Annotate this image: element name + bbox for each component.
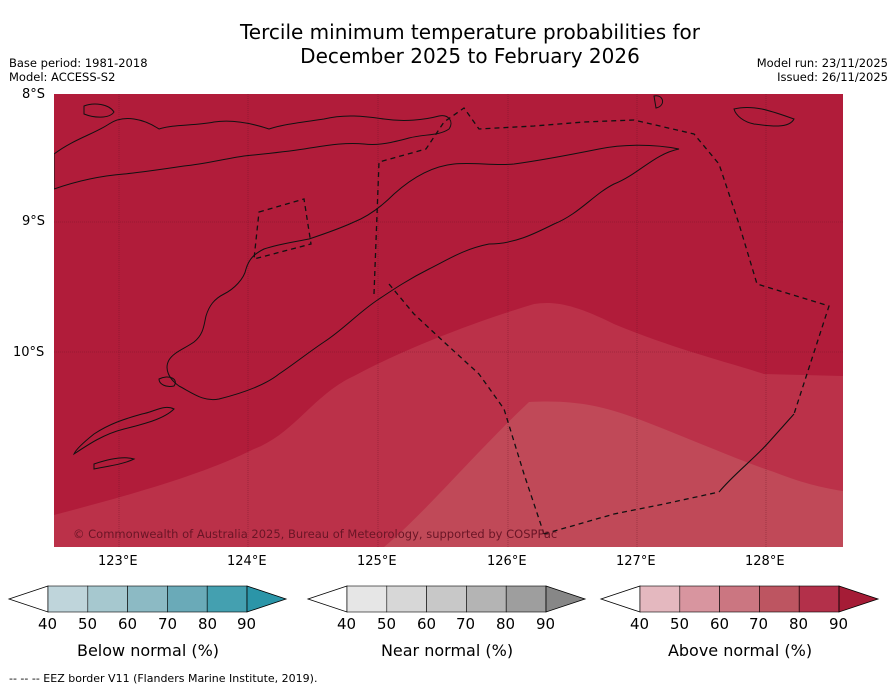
eez-south-east-solid: [718, 413, 795, 493]
cb-tick: 70: [749, 615, 769, 633]
small-island-2: [653, 95, 663, 109]
colorbar-segment: [206, 585, 248, 613]
eez-footnote: -- -- -- EEZ border V11 (Flanders Marine…: [9, 672, 318, 685]
sumba-coast: [72, 406, 175, 456]
model-name: Model: ACCESS-S2: [9, 70, 116, 84]
cb-tick: 90: [237, 615, 257, 633]
small-island-3: [733, 106, 795, 127]
probability-map: [54, 94, 843, 547]
colorbar-below-normal: [7, 585, 288, 613]
colorbar-extend-high: [545, 585, 587, 613]
colorbars: [7, 585, 880, 613]
colorbar-near-normal: [306, 585, 587, 613]
cb-tick: 60: [118, 615, 138, 633]
cb-tick: 40: [630, 615, 650, 633]
title-line-2: December 2025 to February 2026: [300, 44, 640, 68]
cb-tick: 70: [456, 615, 476, 633]
colorbar-segment: [466, 585, 507, 613]
colorbar-extend-high: [838, 585, 880, 613]
colorbar-segment: [505, 585, 547, 613]
colorbar-extend-low: [306, 585, 348, 613]
eez-south: [543, 491, 720, 535]
colorbar-segment: [386, 585, 427, 613]
lon-label-125e: 125°E: [357, 554, 397, 569]
colorbar-segment: [167, 585, 208, 613]
colorbar-segment: [719, 585, 760, 613]
eez-oecusse: [253, 198, 312, 260]
cb-tick: 90: [829, 615, 849, 633]
small-island-4: [93, 457, 136, 470]
cb-tick: 50: [670, 615, 690, 633]
lon-label-127e: 127°E: [616, 554, 656, 569]
lon-label-123e: 123°E: [98, 554, 138, 569]
colorbar-segment: [127, 585, 168, 613]
colorbar-segment: [798, 585, 840, 613]
cb-tick: 40: [337, 615, 357, 633]
cb-tick: 40: [38, 615, 58, 633]
model-run: Model run: 23/11/2025: [756, 56, 888, 70]
colorbar-extend-low: [599, 585, 641, 613]
colorbar-label-above: Above normal (%): [667, 641, 813, 660]
colorbar-above-normal: [599, 585, 880, 613]
issued-date: Issued: 26/11/2025: [777, 70, 888, 84]
probability-zone-70: [384, 401, 843, 547]
lon-label-128e: 128°E: [745, 554, 785, 569]
coastlines: [54, 95, 795, 470]
cb-tick: 50: [377, 615, 397, 633]
gridlines: [54, 94, 843, 547]
colorbar-extend-high: [246, 585, 288, 613]
eez-border: [253, 107, 830, 535]
lat-label-9s: 9°S: [22, 214, 46, 229]
north-islands-coast: [54, 115, 452, 190]
colorbar-label-below: Below normal (%): [76, 641, 220, 660]
lon-label-124e: 124°E: [227, 554, 267, 569]
colorbar-segment: [426, 585, 467, 613]
colorbar-segment: [47, 585, 89, 613]
cb-tick: 90: [536, 615, 556, 633]
copyright-notice: © Commonwealth of Australia 2025, Bureau…: [73, 527, 558, 541]
lat-label-8s: 8°S: [22, 87, 46, 102]
timor-coast: [166, 144, 680, 401]
cb-tick: 70: [158, 615, 178, 633]
colorbar-segment: [346, 585, 388, 613]
colorbar-segment: [759, 585, 800, 613]
colorbar-segment: [679, 585, 720, 613]
colorbar-segment: [639, 585, 681, 613]
title-line-1: Tercile minimum temperature probabilitie…: [239, 20, 701, 44]
lat-label-10s: 10°S: [13, 345, 45, 360]
small-island-5: [158, 376, 176, 387]
cb-tick: 80: [496, 615, 516, 633]
cb-tick: 60: [417, 615, 437, 633]
cb-tick: 80: [789, 615, 809, 633]
small-island-1: [83, 103, 115, 118]
cb-tick: 80: [198, 615, 218, 633]
eez-south-west: [388, 283, 545, 535]
colorbar-extend-low: [7, 585, 49, 613]
cb-tick: 50: [78, 615, 98, 633]
base-period: Base period: 1981-2018: [9, 56, 148, 70]
colorbar-label-near: Near normal (%): [380, 641, 514, 660]
lon-label-126e: 126°E: [487, 554, 527, 569]
map-title: Tercile minimum temperature probabilitie…: [0, 20, 896, 68]
eez-timor-leste: [373, 107, 830, 415]
cb-tick: 60: [710, 615, 730, 633]
colorbar-segment: [87, 585, 128, 613]
